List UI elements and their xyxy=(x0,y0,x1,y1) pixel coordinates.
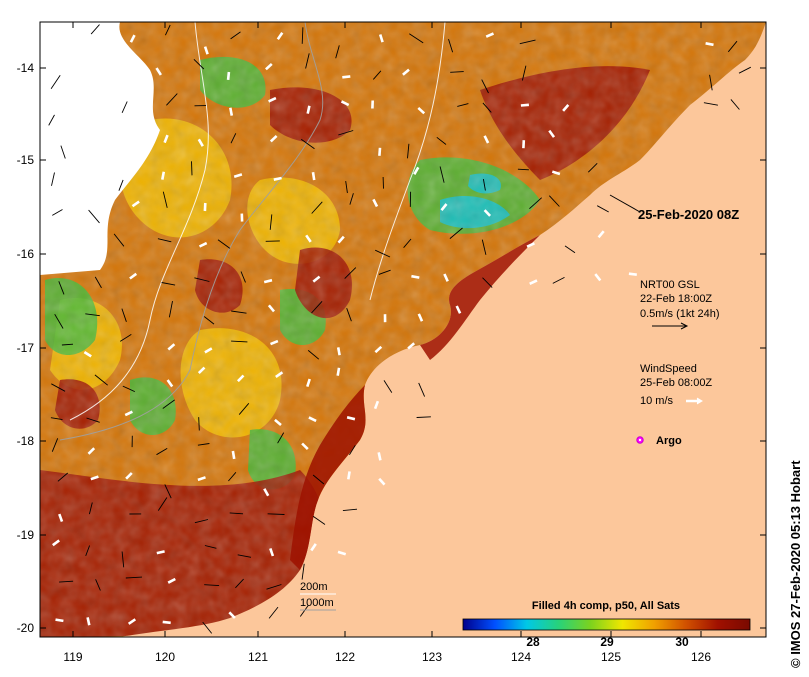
wind-vector xyxy=(706,43,714,45)
current-vector xyxy=(199,417,200,430)
latitude-tick-label: -19 xyxy=(17,528,35,542)
colorbar-gradient xyxy=(463,619,750,630)
wind-vector xyxy=(129,78,137,79)
colorbar-title: Filled 4h comp, p50, All Sats xyxy=(532,600,680,612)
wind-vector xyxy=(228,72,229,80)
wind-vector xyxy=(274,178,282,180)
colorbar-tick-label: 30 xyxy=(675,635,689,649)
wind-vector xyxy=(233,451,234,459)
isobath-1000-label: 1000m xyxy=(300,597,334,609)
wind-vector xyxy=(379,148,380,156)
longitude-tick-label: 119 xyxy=(63,650,82,664)
wind-legend-time: 25-Feb 08:00Z xyxy=(640,377,712,389)
argo-label: Argo xyxy=(656,435,682,447)
longitude-tick-label: 122 xyxy=(335,650,355,664)
latitude-tick-label: -17 xyxy=(17,341,35,355)
latitude-tick-label: -20 xyxy=(17,621,35,635)
latitude-labels: -14 -15 -16 -17 -18 -19 -20 xyxy=(17,61,35,635)
wind-vector xyxy=(313,172,314,180)
timestamp-label: 25-Feb-2020 08Z xyxy=(638,207,739,222)
wind-vector xyxy=(56,620,64,621)
wind-vector xyxy=(308,106,310,114)
wind-vector xyxy=(348,471,349,479)
wind-vector xyxy=(163,622,171,623)
latitude-tick-label: -18 xyxy=(17,434,35,448)
wind-vector xyxy=(338,347,339,355)
latitude-tick-label: -15 xyxy=(17,153,35,167)
colorbar-tick-label: 29 xyxy=(600,635,614,649)
wind-vector xyxy=(521,105,529,106)
longitude-tick-label: 120 xyxy=(155,650,175,664)
wind-vector xyxy=(264,280,272,282)
wind-vector xyxy=(230,108,232,116)
wind-vector xyxy=(342,76,350,77)
wind-legend-title: WindSpeed xyxy=(640,363,697,375)
wind-vector xyxy=(157,551,165,553)
colorbar-tick-label: 28 xyxy=(526,635,540,649)
longitude-tick-label: 126 xyxy=(691,650,711,664)
wind-legend-scale: 10 m/s xyxy=(640,395,674,407)
wind-vector xyxy=(629,274,637,275)
wind-vector xyxy=(338,368,339,376)
current-vector xyxy=(518,169,529,170)
current-legend-time: 22-Feb 18:00Z xyxy=(640,293,712,305)
current-vector xyxy=(192,161,193,175)
isobath-200-label: 200m xyxy=(300,581,328,593)
credit-text: © IMOS 27-Feb-2020 05:13 Hobart xyxy=(788,460,803,668)
latitude-tick-label: -14 xyxy=(17,61,35,75)
wind-vector xyxy=(88,617,90,625)
current-legend-title: NRT00 GSL xyxy=(640,279,700,291)
longitude-tick-label: 121 xyxy=(248,650,268,664)
longitude-labels: 119 120 121 122 123 124 125 126 xyxy=(63,650,711,664)
wind-vector xyxy=(162,172,164,180)
wind-vector xyxy=(83,140,85,148)
wind-vector xyxy=(411,276,419,277)
longitude-tick-label: 125 xyxy=(601,650,621,664)
current-legend-scale: 0.5m/s (1kt 24h) xyxy=(640,308,719,320)
wind-vector xyxy=(98,251,99,259)
longitude-tick-label: 124 xyxy=(511,650,531,664)
wind-vector xyxy=(379,452,381,460)
map-plot-area xyxy=(40,22,766,637)
latitude-tick-label: -16 xyxy=(17,247,35,261)
wind-vector xyxy=(347,417,355,419)
longitude-tick-label: 123 xyxy=(422,650,442,664)
